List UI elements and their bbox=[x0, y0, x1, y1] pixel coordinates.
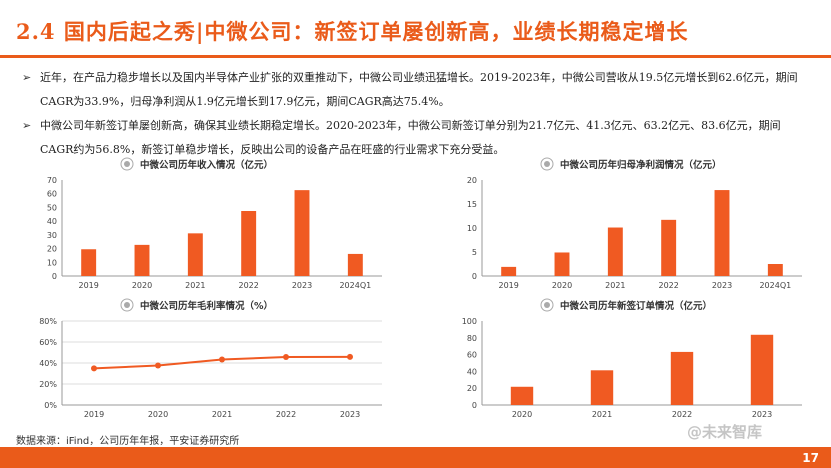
chart-title-icon-dot bbox=[124, 302, 130, 308]
line-point bbox=[155, 362, 161, 369]
line-point bbox=[91, 365, 97, 372]
y-tick-label: 0 bbox=[52, 272, 57, 281]
x-tick-label: 2024Q1 bbox=[339, 281, 371, 290]
x-tick-label: 2020 bbox=[132, 281, 152, 290]
chart-title-icon-dot bbox=[544, 302, 550, 308]
y-tick-label: 40 bbox=[467, 367, 477, 376]
y-tick-label: 60 bbox=[47, 190, 57, 199]
y-tick-label: 20 bbox=[47, 245, 57, 254]
slide-title: 2.4 国内后起之秀|中微公司：新签订单屡创新高，业绩长期稳定增长 bbox=[16, 19, 689, 44]
chart-canvas: 中微公司历年归母净利润情况（亿元） 0 5 10 15 20 2019 2020 2021 202… bbox=[467, 157, 802, 290]
bar bbox=[81, 249, 97, 276]
y-tick-label: 0 bbox=[472, 401, 477, 410]
bar bbox=[670, 351, 694, 405]
bar bbox=[294, 190, 310, 276]
bar bbox=[714, 190, 730, 276]
chart-canvas: 中微公司历年新签订单情况（亿元） 0 20 40 60 80 100 2020 2021 2022… bbox=[462, 298, 802, 419]
bar bbox=[134, 244, 150, 276]
new-orders-bar-chart: 中微公司历年新签订单情况（亿元） 0 20 40 60 80 100 2020 2021 2022… bbox=[440, 293, 810, 423]
y-tick-label: 100 bbox=[462, 317, 477, 326]
y-tick-label: 50 bbox=[47, 203, 57, 212]
bar bbox=[590, 370, 614, 405]
y-tick-label: 60% bbox=[39, 338, 57, 347]
chart-title: 中微公司历年新签订单情况（亿元） bbox=[560, 300, 712, 312]
x-tick-label: 2021 bbox=[185, 281, 205, 290]
x-tick-label: 2022 bbox=[276, 410, 296, 419]
chart-title-group: 中微公司历年新签订单情况（亿元） bbox=[540, 298, 712, 312]
y-tick-label: 80 bbox=[467, 334, 477, 343]
bar bbox=[347, 253, 363, 276]
bar bbox=[767, 264, 783, 276]
y-tick-label: 40 bbox=[47, 217, 57, 226]
y-tick-label: 60 bbox=[467, 351, 477, 360]
page-number: 17 bbox=[802, 451, 819, 465]
line-point bbox=[219, 356, 225, 363]
bullet-revenue-summary: ➢ 近年，在产品力稳步增长以及国内半导体产业扩张的双重推动下，中微公司业绩迅猛增… bbox=[22, 66, 800, 114]
x-tick-label: 2021 bbox=[592, 410, 612, 419]
x-tick-label: 2019 bbox=[498, 281, 518, 290]
watermark-logo: @未来智库 bbox=[687, 423, 763, 441]
y-tick-label: 10 bbox=[47, 258, 57, 267]
bullet-text: 近年，在产品力稳步增长以及国内半导体产业扩张的双重推动下，中微公司业绩迅猛增长。… bbox=[40, 71, 798, 108]
y-tick-label: 0% bbox=[44, 401, 57, 410]
footer-bar bbox=[0, 447, 831, 468]
y-tick-label: 20 bbox=[467, 384, 477, 393]
net-profit-bar-chart: 中微公司历年归母净利润情况（亿元） 0 5 10 15 20 2019 2020 2021 202… bbox=[440, 152, 810, 294]
bar bbox=[241, 210, 257, 276]
y-tick-label: 15 bbox=[467, 200, 477, 209]
x-tick-label: 2023 bbox=[340, 410, 360, 419]
chart-title-icon-dot bbox=[124, 161, 130, 167]
gross-margin-line-chart: 中微公司历年毛利率情况（%） 0% 20% 40% 60% 80% 2019 2020 2021… bbox=[20, 293, 390, 423]
y-tick-label: 10 bbox=[467, 224, 477, 233]
y-tick-label: 5 bbox=[472, 248, 477, 257]
x-tick-label: 2023 bbox=[292, 281, 312, 290]
bar bbox=[607, 227, 623, 276]
y-tick-label: 20 bbox=[467, 176, 477, 185]
bar bbox=[661, 219, 677, 276]
data-source-note: 数据来源：iFind，公司历年年报，平安证券研究所 bbox=[16, 436, 240, 447]
bar bbox=[510, 386, 534, 405]
y-tick-label: 40% bbox=[39, 359, 57, 368]
chart-canvas: 中微公司历年毛利率情况（%） 0% 20% 40% 60% 80% 2019 2020 2021… bbox=[39, 298, 382, 419]
bullet-orders-summary: ➢ 中微公司年新签订单屡创新高，确保其业绩长期稳定增长。2020-2023年，中… bbox=[22, 114, 800, 162]
x-tick-label: 2023 bbox=[712, 281, 732, 290]
chart-title: 中微公司历年毛利率情况（%） bbox=[140, 300, 273, 312]
bullet-text: 中微公司年新签订单屡创新高，确保其业绩长期稳定增长。2020-2023年，中微公… bbox=[40, 119, 781, 156]
y-tick-label: 80% bbox=[39, 317, 57, 326]
chart-title-group: 中微公司历年归母净利润情况（亿元） bbox=[540, 157, 722, 171]
x-tick-label: 2021 bbox=[212, 410, 232, 419]
bar bbox=[750, 334, 774, 405]
y-tick-label: 30 bbox=[47, 231, 57, 240]
y-tick-label: 20% bbox=[39, 380, 57, 389]
x-tick-label: 2022 bbox=[658, 281, 678, 290]
y-tick-label: 70 bbox=[47, 176, 57, 185]
slide-header: 2.4 国内后起之秀|中微公司：新签订单屡创新高，业绩长期稳定增长 bbox=[0, 0, 831, 62]
chart-title-icon-dot bbox=[544, 161, 550, 167]
line-point bbox=[283, 354, 289, 361]
chart-title-group: 中微公司历年收入情况（亿元） bbox=[120, 157, 273, 171]
x-tick-label: 2024Q1 bbox=[759, 281, 791, 290]
header-divider bbox=[0, 55, 831, 58]
x-tick-label: 2019 bbox=[84, 410, 104, 419]
chart-canvas: 中微公司历年收入情况（亿元） 0 10 20 30 40 50 60 70 2019 2020 202… bbox=[47, 157, 382, 290]
chart-title: 中微公司历年归母净利润情况（亿元） bbox=[560, 159, 722, 171]
arrow-bullet-icon: ➢ bbox=[22, 119, 32, 132]
bar bbox=[554, 252, 570, 276]
x-tick-label: 2021 bbox=[605, 281, 625, 290]
x-tick-label: 2020 bbox=[552, 281, 572, 290]
x-tick-label: 2022 bbox=[238, 281, 258, 290]
y-tick-label: 0 bbox=[472, 272, 477, 281]
bar bbox=[501, 266, 517, 276]
x-tick-label: 2019 bbox=[78, 281, 98, 290]
arrow-bullet-icon: ➢ bbox=[22, 71, 32, 84]
x-tick-label: 2020 bbox=[148, 410, 168, 419]
revenue-bar-chart: 中微公司历年收入情况（亿元） 0 10 20 30 40 50 60 70 2019 2020 202… bbox=[20, 152, 390, 294]
x-tick-label: 2023 bbox=[752, 410, 772, 419]
line-point bbox=[347, 353, 353, 360]
bar bbox=[187, 233, 203, 276]
chart-title-group: 中微公司历年毛利率情况（%） bbox=[120, 298, 273, 312]
chart-title: 中微公司历年收入情况（亿元） bbox=[140, 159, 273, 171]
x-tick-label: 2022 bbox=[672, 410, 692, 419]
x-tick-label: 2020 bbox=[512, 410, 532, 419]
